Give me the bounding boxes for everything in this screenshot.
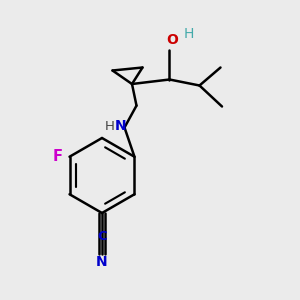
Text: C: C <box>97 230 107 244</box>
Text: H: H <box>105 119 115 133</box>
Text: N: N <box>115 119 126 133</box>
Text: H: H <box>184 28 194 41</box>
Text: F: F <box>52 149 62 164</box>
Text: N: N <box>96 256 108 269</box>
Text: O: O <box>167 34 178 47</box>
